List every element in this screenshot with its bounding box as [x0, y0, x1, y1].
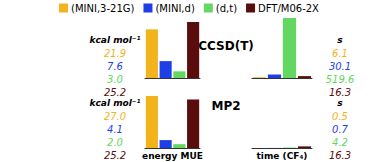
svg-text:16.3: 16.3 — [329, 87, 351, 98]
svg-text:7.6: 7.6 — [107, 61, 123, 72]
svg-text:time (CF₄): time (CF₄) — [257, 151, 308, 161]
svg-text:0.5: 0.5 — [332, 111, 348, 122]
svg-text:21.9: 21.9 — [104, 48, 126, 59]
svg-text:kcal mol⁻¹: kcal mol⁻¹ — [90, 35, 141, 45]
svg-text:3.0: 3.0 — [107, 74, 123, 85]
svg-text:MP2: MP2 — [211, 99, 240, 113]
svg-text:CCSD(T): CCSD(T) — [198, 39, 254, 53]
svg-text:519.6: 519.6 — [326, 74, 355, 85]
svg-text:DFT/M06-2X: DFT/M06-2X — [258, 3, 319, 14]
svg-text:s: s — [337, 35, 343, 45]
svg-text:kcal mol⁻¹: kcal mol⁻¹ — [90, 98, 141, 108]
svg-text:27.0: 27.0 — [104, 111, 126, 122]
svg-text:4.1: 4.1 — [107, 124, 123, 135]
svg-text:(d,t): (d,t) — [216, 3, 237, 14]
svg-text:16.3: 16.3 — [329, 150, 351, 161]
svg-text:30.1: 30.1 — [329, 61, 351, 72]
svg-text:4.2: 4.2 — [332, 137, 348, 148]
svg-text:25.2: 25.2 — [104, 87, 126, 98]
svg-text:(MINI,3-21G): (MINI,3-21G) — [71, 3, 135, 14]
svg-text:6.1: 6.1 — [332, 48, 348, 59]
svg-text:s: s — [337, 98, 343, 108]
svg-text:0.7: 0.7 — [332, 124, 349, 135]
svg-text:energy MUE: energy MUE — [142, 151, 203, 161]
svg-text:25.2: 25.2 — [104, 150, 126, 161]
svg-text:2.0: 2.0 — [107, 137, 123, 148]
svg-text:(MINI,d): (MINI,d) — [155, 3, 194, 14]
